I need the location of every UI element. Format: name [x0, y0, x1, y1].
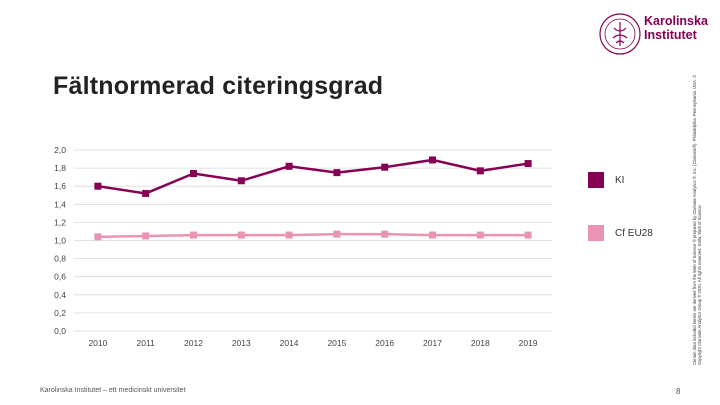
x-tick-label: 2016 [375, 338, 394, 348]
page-number: 8 [676, 387, 681, 396]
x-tick-label: 2015 [327, 338, 346, 348]
y-tick-label: 1,4 [54, 199, 66, 209]
data-point [94, 233, 102, 241]
data-point [476, 231, 484, 239]
x-tick-label: 2012 [184, 338, 203, 348]
logo-wordmark: Karolinska Institutet [644, 14, 708, 42]
legend-swatch-ki [588, 172, 604, 188]
data-point [429, 156, 436, 164]
x-tick-label: 2018 [471, 338, 490, 348]
y-tick-label: 0,4 [54, 290, 66, 300]
data-point [333, 169, 341, 177]
y-tick-label: 0,8 [54, 254, 66, 264]
x-tick-label: 2017 [423, 338, 442, 348]
data-point [237, 177, 245, 185]
data-point [190, 231, 197, 239]
series-line-eu28 [97, 232, 529, 239]
copyright-notice: Certain data included herein are derived… [691, 74, 702, 365]
data-point [381, 163, 389, 171]
legend-item-eu28: Cf EU28 [588, 225, 653, 241]
x-tick-label: 2013 [232, 338, 251, 348]
page-title: Fältnormerad citeringsgrad [53, 72, 384, 100]
x-tick-label: 2010 [88, 338, 107, 348]
x-tick-label: 2014 [280, 338, 299, 348]
data-point [190, 170, 197, 178]
data-point [142, 189, 150, 197]
logo-line-1: Karolinska [644, 14, 708, 28]
data-point [524, 160, 532, 168]
y-tick-label: 0,0 [54, 326, 66, 336]
legend-label-eu28: Cf EU28 [615, 227, 653, 239]
legend-label-ki: KI [615, 174, 625, 186]
legend-item-ki: KI [588, 172, 624, 188]
data-point [524, 231, 532, 239]
y-tick-label: 0,2 [54, 308, 66, 318]
y-tick-label: 1,8 [54, 163, 66, 173]
seal-icon [599, 13, 641, 55]
karolinska-logo: Karolinska Institutet [598, 12, 708, 58]
y-tick-label: 1,6 [54, 181, 66, 191]
footer-text: Karolinska Institutet – ett medicinskt u… [40, 387, 186, 394]
y-tick-label: 0,6 [54, 272, 66, 282]
data-point [429, 231, 436, 239]
data-point [142, 232, 150, 240]
series-line-ki [97, 158, 529, 195]
x-tick-label: 2019 [519, 338, 538, 348]
data-point [333, 230, 341, 238]
data-point [94, 182, 102, 190]
x-tick-label: 2011 [137, 338, 156, 348]
y-tick-label: 2,0 [54, 145, 66, 155]
data-point [237, 231, 245, 239]
y-tick-label: 1,2 [54, 217, 66, 227]
data-point [285, 231, 293, 239]
data-point [381, 230, 389, 238]
data-point [285, 162, 293, 170]
legend-swatch-eu28 [588, 225, 604, 241]
data-point [476, 167, 484, 175]
logo-line-2: Institutet [644, 28, 697, 42]
y-tick-label: 1,0 [54, 236, 66, 246]
